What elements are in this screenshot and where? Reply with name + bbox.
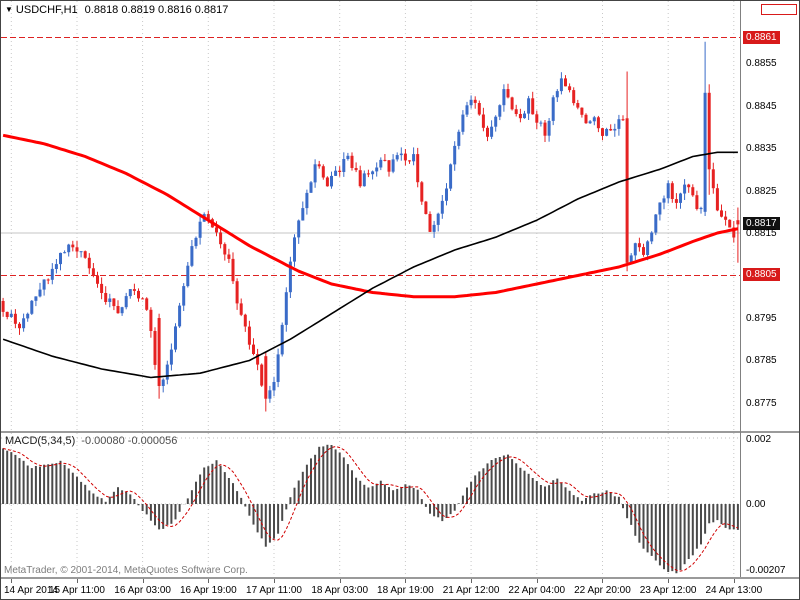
time-axis-tick <box>668 579 669 583</box>
time-axis-tick <box>537 579 538 583</box>
time-axis-label: 23 Apr 12:00 <box>639 585 697 596</box>
time-axis-tick <box>274 579 275 583</box>
scale-marker-box <box>761 4 797 15</box>
time-axis[interactable]: 14 Apr 2014 15 Apr 11:00 16 Apr 03:00 16 Ap… <box>1 579 799 599</box>
macd-axis-label: 0.002 <box>746 434 772 445</box>
time-axis-label: 21 Apr 12:00 <box>442 585 500 596</box>
macd-panel[interactable]: MACD(5,34,5) -0.00080 -0.000056 MetaTrade… <box>1 433 740 577</box>
macd-header: MACD(5,34,5) -0.00080 -0.000056 <box>5 435 177 447</box>
price-axis-label: 0.8825 <box>746 185 777 197</box>
ohlc-values: 0.8818 0.8819 0.8816 0.8817 <box>84 4 229 16</box>
macd-axis-label: -0.00207 <box>746 565 786 576</box>
time-axis-tick <box>471 579 472 583</box>
time-axis-label: 17 Apr 11:00 <box>246 585 303 596</box>
price-axis-label: 0.8795 <box>746 312 777 324</box>
time-axis-label: 22 Apr 04:00 <box>508 585 566 596</box>
macd-values: -0.00080 -0.000056 <box>81 435 178 447</box>
axis-separator <box>1 577 799 579</box>
price-axis-label: 0.8775 <box>746 397 777 409</box>
price-axis-label: 0.8815 <box>746 227 777 239</box>
macd-axis-label: 0.00 <box>746 499 766 510</box>
axis-vertical-separator <box>740 1 741 577</box>
time-axis-tick <box>602 579 603 583</box>
macd-chart-svg[interactable] <box>1 433 740 577</box>
price-axis-label: 0.8835 <box>746 143 777 155</box>
time-axis-label: 16 Apr 19:00 <box>179 585 237 596</box>
symbol-overlay: ▼ USDCHF,H1 0.8818 0.8819 0.8816 0.8817 <box>5 4 228 16</box>
time-axis-tick <box>77 579 78 583</box>
time-axis-label: 15 Apr 11:00 <box>48 585 105 596</box>
symbol-label: USDCHF,H1 <box>15 4 78 16</box>
time-axis-tick <box>208 579 209 583</box>
time-axis-label: 18 Apr 03:00 <box>311 585 369 596</box>
time-axis-tick <box>734 579 735 583</box>
time-axis-tick <box>405 579 406 583</box>
price-axis-label: 0.8845 <box>746 100 777 112</box>
price-axis-label: 0.8785 <box>746 355 777 367</box>
current-price-badge: 0.8817 <box>743 217 780 231</box>
time-axis-label: 16 Apr 03:00 <box>114 585 171 596</box>
price-level-badge: 0.8861 <box>743 30 780 44</box>
copyright-text: MetaTrader, © 2001-2014, MetaQuotes Soft… <box>4 565 248 576</box>
time-axis-label: 24 Apr 13:00 <box>705 585 763 596</box>
macd-axis[interactable]: 0.002 0.00 -0.00207 <box>741 433 799 577</box>
time-axis-label: 14 Apr 2014 <box>4 585 58 596</box>
macd-label: MACD(5,34,5) <box>5 435 76 447</box>
time-axis-tick <box>143 579 144 583</box>
symbol-dropdown-icon[interactable]: ▼ <box>5 5 13 14</box>
panel-separator[interactable] <box>1 431 799 433</box>
price-chart-svg[interactable] <box>1 1 740 431</box>
price-level-badge: 0.8805 <box>743 268 780 282</box>
time-axis-tick <box>11 579 12 583</box>
price-axis[interactable]: 0.8861 0.8855 0.8845 0.8835 0.8825 0.8817 0.88… <box>741 1 799 431</box>
time-axis-label: 22 Apr 20:00 <box>574 585 631 596</box>
time-axis-tick <box>340 579 341 583</box>
main-chart-panel[interactable]: ▼ USDCHF,H1 0.8818 0.8819 0.8816 0.8817 <box>1 1 740 431</box>
time-axis-label: 18 Apr 19:00 <box>377 585 434 596</box>
price-axis-label: 0.8855 <box>746 58 777 70</box>
